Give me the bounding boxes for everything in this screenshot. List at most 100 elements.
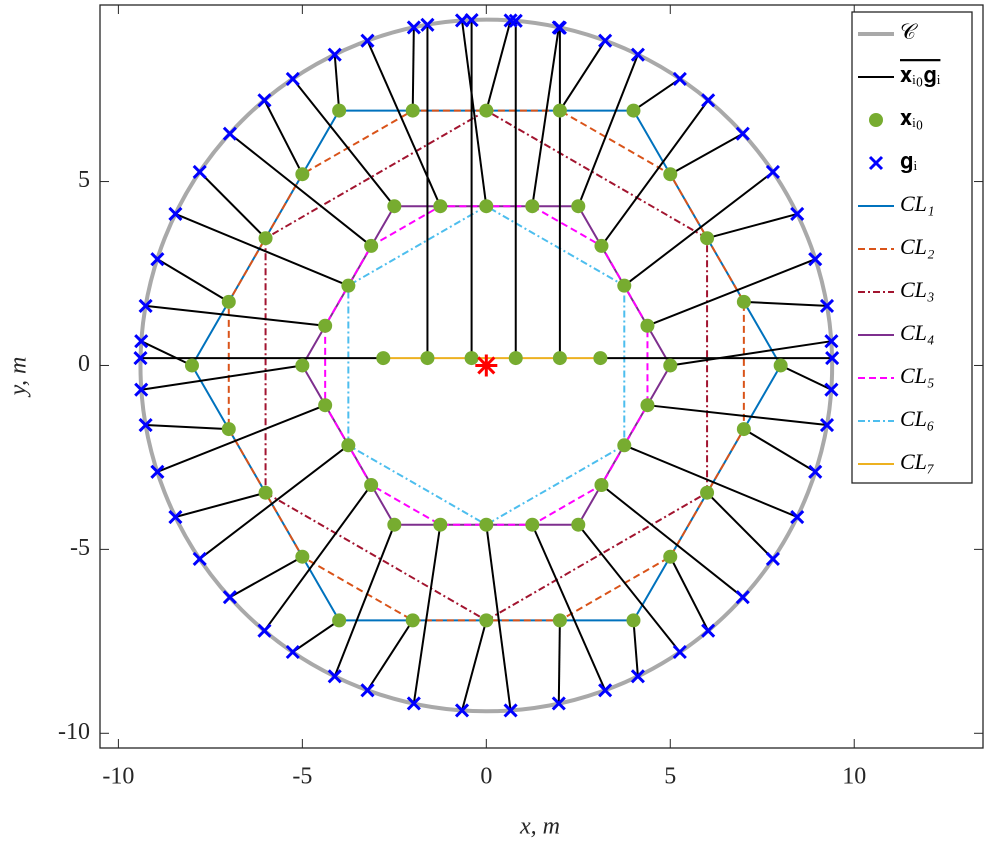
x-tick-label: 0: [480, 764, 492, 790]
start-point: [433, 517, 448, 532]
goal-point: [672, 644, 687, 660]
segment: [461, 620, 488, 711]
goal-point: [825, 351, 840, 366]
start-point: [617, 438, 632, 453]
legend-label: CL₆: [900, 406, 935, 431]
start-point: [341, 278, 356, 293]
legend-entry: CL₅: [858, 363, 935, 388]
segment: [647, 404, 828, 427]
segment: [292, 78, 396, 207]
goal-point: [672, 71, 687, 86]
segment: [461, 20, 488, 207]
start-point: [663, 358, 678, 373]
start-point: [221, 294, 236, 309]
legend-swatch: [868, 155, 884, 171]
goal-point: [808, 464, 823, 479]
goal-point: [630, 47, 645, 62]
goal-point: [598, 33, 613, 48]
start-point: [341, 438, 356, 453]
start-point: [332, 103, 347, 118]
segment: [706, 212, 798, 240]
legend-entry: CL₂: [858, 234, 935, 259]
start-point: [663, 167, 678, 182]
goal-point: [735, 590, 750, 605]
segment: [292, 619, 340, 653]
y-axis-label: y, m: [6, 357, 32, 398]
goal-point: [134, 334, 149, 349]
segment: [145, 304, 326, 327]
start-point: [376, 351, 391, 366]
goal-point: [360, 683, 375, 698]
start-point: [258, 231, 273, 246]
y-tick-label: 0: [78, 351, 90, 377]
goal-point: [808, 252, 823, 267]
start-point: [552, 103, 567, 118]
legend-entry: 𝐠ᵢ: [868, 148, 917, 173]
x-tick-label: -5: [292, 764, 312, 790]
goal-point: [150, 464, 165, 479]
segment: [600, 484, 744, 598]
goal-point: [192, 164, 207, 180]
y-tick-label: 5: [78, 167, 90, 193]
goal-point: [168, 206, 183, 221]
start-point: [221, 422, 236, 437]
start-point: [387, 517, 402, 532]
segment: [175, 491, 266, 518]
legend-entry: 𝐱ᵢ₀𝐠ᵢ: [858, 62, 941, 87]
goal-point: [503, 703, 518, 718]
start-point: [736, 294, 751, 309]
segment: [669, 556, 710, 632]
start-point: [594, 238, 609, 253]
segment: [623, 171, 774, 287]
legend-label: CL₄: [900, 320, 935, 345]
segment: [600, 99, 709, 247]
start-point: [479, 103, 494, 118]
legend-swatch: [869, 113, 883, 127]
legend-entry: CL₁: [858, 191, 935, 216]
segment: [669, 132, 744, 176]
goal-point: [454, 703, 470, 718]
segment: [670, 340, 832, 367]
segment: [743, 428, 816, 473]
legend-entry: CL₇: [858, 449, 935, 474]
legend-box: [851, 11, 973, 484]
goal-point: [192, 551, 207, 567]
segment: [366, 619, 414, 691]
start-point: [571, 517, 586, 532]
goal-point: [765, 164, 780, 180]
start-point: [184, 358, 199, 373]
start-point: [332, 613, 347, 628]
segment: [145, 424, 229, 431]
goal-point: [824, 334, 839, 349]
goal-point: [257, 623, 272, 638]
segment: [157, 404, 326, 473]
start-point: [617, 278, 632, 293]
segment: [632, 620, 639, 677]
segment: [531, 524, 607, 691]
goal-point: [503, 13, 518, 28]
legend-label: 𝐠ᵢ: [900, 148, 917, 173]
start-point: [464, 351, 479, 366]
start-point: [364, 238, 379, 253]
segment: [366, 40, 442, 207]
goal-point: [327, 669, 342, 684]
circle-c: [138, 17, 835, 714]
segment: [199, 444, 349, 560]
goal-point: [138, 417, 153, 433]
goal-point: [790, 206, 805, 221]
start-point: [387, 199, 402, 214]
segment: [780, 364, 832, 391]
segment: [743, 300, 828, 307]
y-tick-label: -5: [70, 535, 90, 561]
segment: [156, 258, 230, 303]
segment: [485, 524, 512, 711]
goal-point: [222, 126, 237, 141]
goal-point: [508, 13, 523, 28]
goal-point: [134, 382, 149, 397]
start-point: [295, 167, 310, 182]
start-point: [552, 613, 567, 628]
legend-label: 𝒞: [900, 19, 918, 44]
start-point: [479, 613, 494, 628]
start-point: [640, 318, 655, 333]
start-point: [773, 358, 788, 373]
